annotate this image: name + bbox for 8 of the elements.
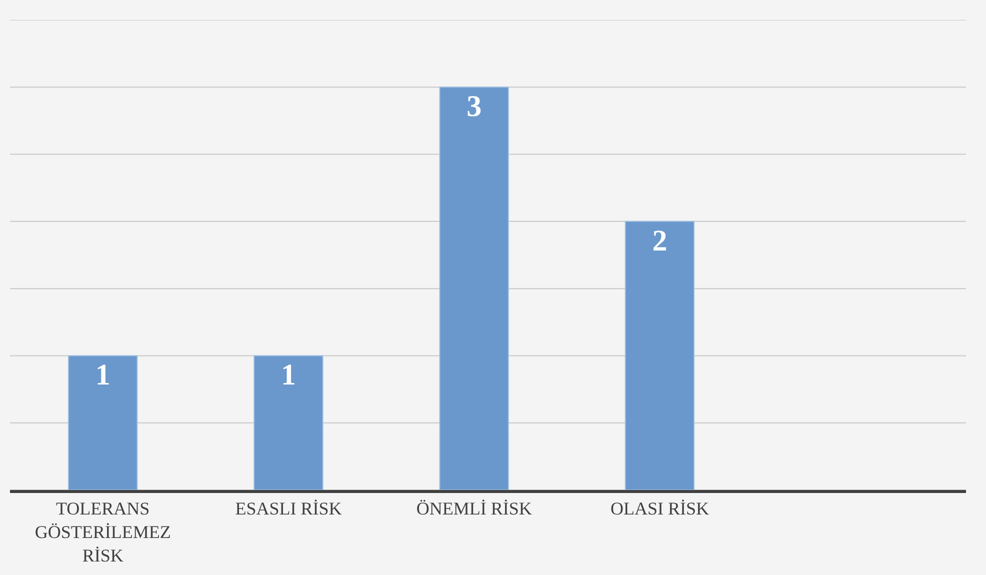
x-tick-label: ÖNEMLİ RİSK <box>416 498 532 519</box>
x-tick-label: ESASLI RİSK <box>235 498 342 519</box>
data-label: 3 <box>466 90 482 124</box>
data-label: 1 <box>280 358 296 392</box>
x-tick-label: OLASI RİSK <box>610 498 709 519</box>
data-label: 2 <box>652 224 668 258</box>
data-label: 1 <box>95 358 110 392</box>
x-tick-label: TOLERANS GÖSTERİLEMEZ RİSK <box>34 498 171 566</box>
